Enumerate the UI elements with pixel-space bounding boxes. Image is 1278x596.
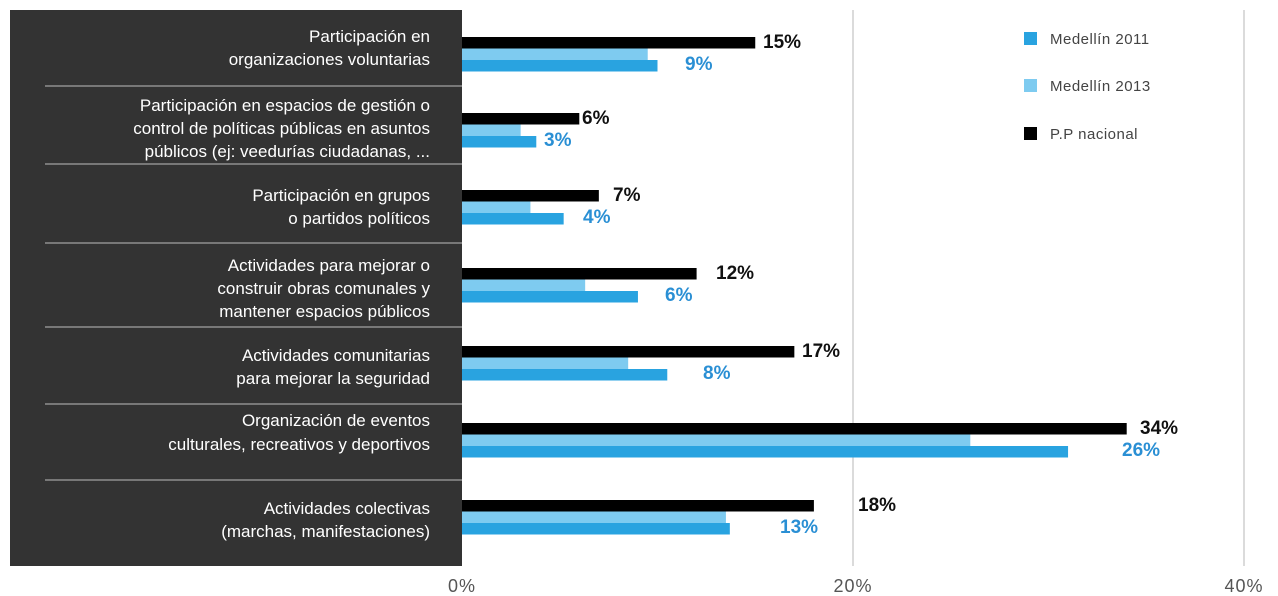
bar (462, 60, 658, 72)
category-label: públicos (ej: veedurías ciudadanas, ... (145, 142, 430, 161)
category-label: control de políticas públicas en asuntos (133, 119, 430, 138)
legend-label: Medellín 2011 (1050, 31, 1150, 48)
data-label: 7% (613, 185, 641, 206)
legend-label: P.P nacional (1050, 126, 1138, 143)
data-label: 4% (583, 207, 611, 228)
legend: Medellín 2011 Medellín 2013 P.P nacional (1024, 31, 1151, 143)
data-label: 13% (780, 517, 818, 538)
category-label: Actividades para mejorar o (228, 256, 430, 275)
bar (462, 500, 814, 512)
gridlines (852, 10, 1245, 566)
bar (462, 511, 726, 523)
bar (462, 357, 629, 369)
bar (462, 268, 697, 280)
category-label: o partidos políticos (288, 209, 430, 228)
category-label: Participación en espacios de gestión o (140, 96, 430, 115)
category-label: mantener espacios públicos (219, 302, 430, 321)
x-tick-label: 0% (448, 576, 476, 596)
category-label: Organización de eventos (242, 411, 430, 430)
data-label: 9% (685, 54, 713, 75)
bar (462, 37, 756, 49)
data-label: 18% (858, 495, 896, 516)
bar (462, 124, 521, 136)
bar (462, 423, 1127, 435)
data-label: 8% (703, 363, 731, 384)
bar (462, 291, 638, 303)
data-label: 15% (763, 32, 801, 53)
category-label: construir obras comunales y (217, 279, 430, 298)
legend-swatch (1024, 79, 1037, 92)
category-label: organizaciones voluntarias (229, 50, 430, 69)
bar (462, 523, 730, 535)
bars (462, 37, 1127, 535)
category-labels: Participación en organizaciones voluntari… (133, 27, 430, 541)
bar (462, 446, 1069, 458)
category-label: (marchas, manifestaciones) (221, 522, 430, 541)
bar (462, 279, 586, 291)
legend-label: Medellín 2013 (1050, 78, 1151, 95)
category-label: culturales, recreativos y deportivos (168, 435, 430, 454)
legend-swatch (1024, 32, 1037, 45)
x-tick-label: 20% (833, 576, 872, 596)
bar (462, 113, 580, 125)
category-separators (45, 85, 462, 481)
data-label: 6% (582, 108, 610, 129)
bar (462, 190, 599, 202)
category-label: Participación en grupos (252, 186, 430, 205)
x-tick-label: 40% (1224, 576, 1263, 596)
data-label: 34% (1140, 418, 1178, 439)
data-label: 3% (544, 130, 572, 151)
bar (462, 213, 564, 225)
data-label: 17% (802, 341, 840, 362)
bar (462, 369, 668, 381)
category-panel (10, 10, 462, 566)
legend-swatch (1024, 127, 1037, 140)
bar (462, 201, 531, 213)
bar (462, 48, 648, 60)
bar (462, 346, 795, 358)
category-label: Actividades comunitarias (242, 346, 430, 365)
data-label: 26% (1122, 440, 1160, 461)
data-label: 6% (665, 285, 693, 306)
category-label: Actividades colectivas (264, 499, 430, 518)
bar (462, 434, 971, 446)
value-labels: 15% 9% 6% 3% 7%4% 12% 6% 17% 8% 34%26% 18% 13% (544, 32, 1178, 538)
category-label: para mejorar la seguridad (236, 369, 430, 388)
data-label: 12% (716, 263, 754, 284)
x-tick-labels: 0% 20% 40% (448, 576, 1263, 596)
category-label: Participación en (309, 27, 430, 46)
bar (462, 136, 537, 148)
